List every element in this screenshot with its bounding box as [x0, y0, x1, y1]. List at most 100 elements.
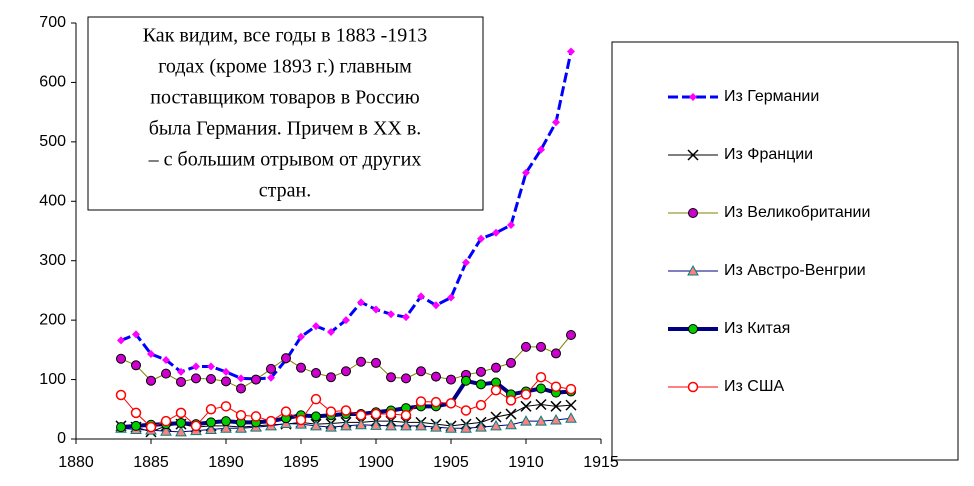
data-point: [162, 355, 170, 364]
data-point: [506, 357, 516, 368]
legend-marker: [689, 93, 697, 101]
data-point: [131, 420, 141, 431]
data-point: [520, 389, 532, 400]
series-line: [120, 334, 572, 389]
data-point: [175, 407, 187, 419]
annotation-line: стран.: [259, 180, 311, 202]
legend-marker: [687, 149, 699, 161]
data-point: [340, 419, 352, 431]
data-point: [475, 421, 487, 432]
annotation-line: была Германия. Причем в XX в.: [149, 118, 422, 140]
x-tick-label: 1910: [508, 454, 544, 471]
data-point: [266, 363, 276, 374]
y-tick-label: 600: [39, 74, 66, 91]
data-point: [265, 415, 277, 427]
data-point: [432, 301, 440, 310]
data-point: [490, 419, 502, 431]
data-point: [221, 376, 231, 387]
data-point: [492, 228, 500, 237]
annotation-line: поставщиком товаров в Россию: [150, 87, 419, 109]
data-point: [535, 399, 547, 411]
data-point: [311, 411, 321, 422]
data-point: [221, 416, 231, 427]
data-point: [476, 366, 486, 377]
data-point: [310, 393, 322, 405]
data-point: [507, 221, 515, 230]
data-point: [251, 374, 261, 385]
data-point: [115, 389, 127, 401]
data-point: [567, 47, 575, 56]
data-point: [130, 407, 142, 419]
data-point: [550, 413, 562, 425]
data-point: [522, 168, 530, 177]
legend-label: Из Германии: [724, 88, 819, 105]
data-point: [235, 409, 247, 421]
data-point: [325, 421, 337, 432]
data-point: [116, 422, 126, 433]
data-point: [565, 412, 577, 423]
legend-label: Из Франции: [724, 146, 813, 163]
data-point: [146, 375, 156, 386]
data-point: [537, 145, 545, 154]
data-point: [132, 330, 140, 339]
data-point: [340, 405, 352, 416]
data-point: [535, 415, 547, 426]
legend-label: Из Китая: [724, 320, 790, 337]
data-point: [565, 399, 577, 411]
data-point: [295, 414, 307, 426]
data-point: [327, 328, 335, 337]
x-tick-label: 1905: [433, 454, 469, 471]
data-point: [310, 419, 322, 431]
data-point: [191, 373, 201, 384]
data-point: [176, 376, 186, 387]
data-point: [371, 357, 381, 368]
data-point: [205, 404, 217, 415]
annotation-line: Как видим, все годы в 1883 -1913: [143, 25, 428, 47]
data-point: [387, 310, 395, 319]
data-point: [460, 405, 472, 416]
data-point: [477, 234, 485, 243]
data-point: [192, 362, 200, 371]
y-tick-label: 0: [57, 430, 66, 447]
data-point: [566, 330, 576, 340]
data-point: [280, 406, 292, 417]
data-point: [521, 341, 531, 352]
data-point: [445, 398, 457, 409]
data-point: [237, 374, 245, 383]
y-tick-label: 300: [39, 252, 66, 269]
x-tick-label: 1880: [58, 454, 94, 471]
annotation-line: – с большим отрывом от других: [148, 149, 422, 171]
legend-marker: [687, 264, 699, 276]
x-tick-label: 1895: [283, 454, 319, 471]
x-tick-label: 1900: [358, 454, 394, 471]
data-point: [355, 418, 367, 430]
data-point: [415, 396, 427, 407]
data-point: [490, 411, 502, 423]
data-point: [491, 362, 501, 373]
annotation-line: годах (кроме 1893 г.) главным: [158, 56, 412, 78]
series-line: [120, 376, 572, 428]
data-point: [297, 332, 305, 341]
data-point: [175, 425, 187, 437]
data-point: [145, 421, 157, 433]
data-point: [206, 373, 216, 384]
data-point: [476, 379, 486, 390]
data-point: [430, 396, 442, 408]
data-point: [552, 118, 560, 127]
data-point: [311, 368, 321, 379]
data-point: [267, 373, 275, 382]
data-point: [447, 293, 455, 302]
data-point: [207, 362, 215, 371]
data-point: [206, 417, 216, 428]
data-point: [431, 371, 441, 382]
data-point: [325, 406, 337, 417]
data-point: [205, 423, 217, 434]
data-point: [131, 360, 141, 371]
data-point: [550, 400, 562, 412]
data-point: [341, 366, 351, 377]
data-point: [505, 408, 517, 420]
data-point: [551, 348, 561, 359]
y-tick-label: 700: [39, 14, 66, 31]
data-point: [461, 375, 471, 386]
